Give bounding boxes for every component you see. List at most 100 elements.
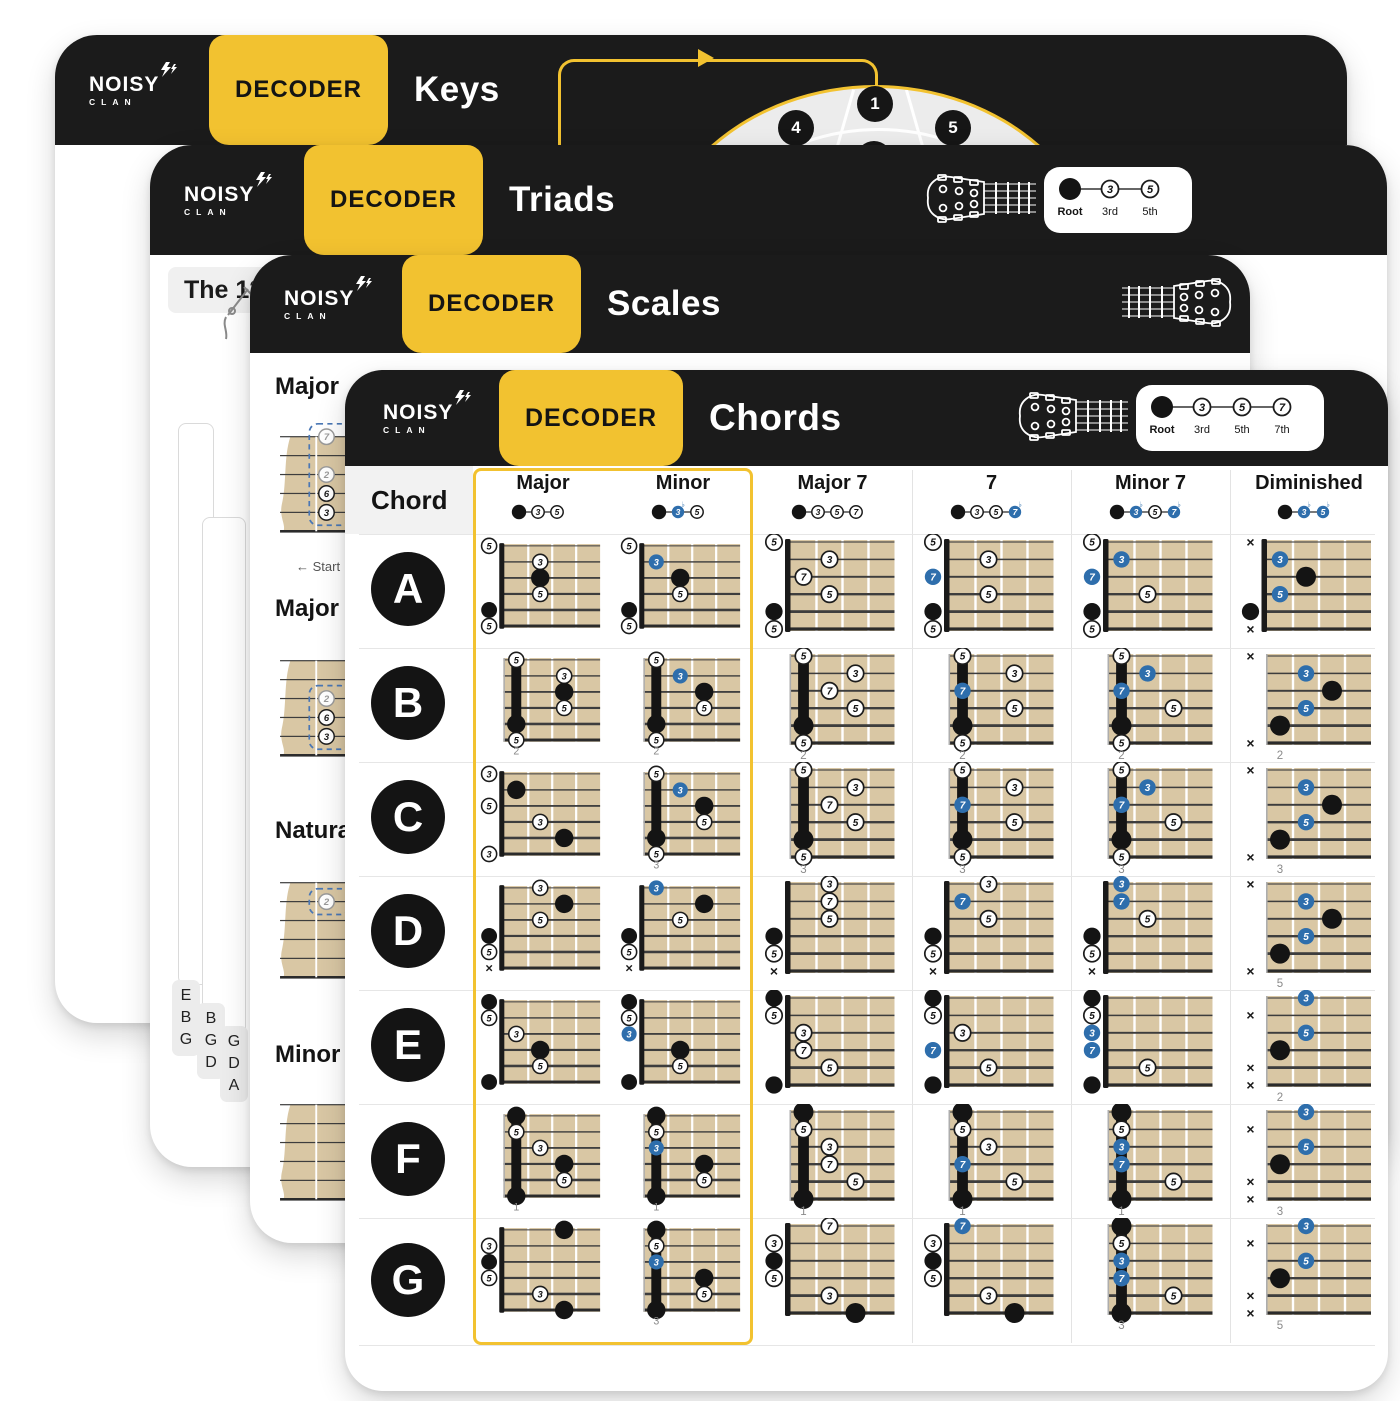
svg-text:2: 2 bbox=[1277, 750, 1283, 762]
chord-diagram-E-major: 5 3 5 bbox=[473, 990, 613, 1104]
svg-text:5: 5 bbox=[1171, 704, 1177, 715]
svg-text:1: 1 bbox=[1118, 1206, 1124, 1218]
svg-text:5: 5 bbox=[771, 949, 777, 960]
svg-text:5: 5 bbox=[1277, 978, 1283, 990]
chord-diagram-G-minor: 5 3 5 3 bbox=[613, 1218, 753, 1332]
svg-text:3: 3 bbox=[538, 557, 544, 567]
svg-text:5: 5 bbox=[801, 652, 807, 663]
svg-text:3: 3 bbox=[960, 1029, 966, 1040]
wheel-number: 1 bbox=[857, 86, 893, 122]
arrow-head-icon bbox=[698, 49, 714, 67]
column-divider bbox=[1230, 470, 1231, 1343]
svg-text:3: 3 bbox=[771, 1239, 777, 1250]
scale-fragment: 2 bbox=[268, 859, 354, 1001]
svg-text:♭: ♭ bbox=[1139, 500, 1143, 509]
svg-text:♭: ♭ bbox=[681, 500, 685, 509]
svg-text:5: 5 bbox=[487, 801, 493, 811]
svg-text:5: 5 bbox=[930, 1274, 936, 1285]
noisy-clan-logo: NOISY CLAN bbox=[184, 171, 276, 217]
svg-text:7: 7 bbox=[827, 801, 833, 812]
string-letter: G bbox=[204, 1032, 218, 1049]
svg-text:5: 5 bbox=[1119, 1239, 1125, 1250]
svg-text:5: 5 bbox=[654, 735, 660, 745]
svg-text:5: 5 bbox=[1145, 590, 1151, 601]
svg-text:7: 7 bbox=[801, 1046, 807, 1057]
svg-text:5: 5 bbox=[1119, 1125, 1125, 1136]
row-divider bbox=[359, 876, 1375, 877]
svg-text:2: 2 bbox=[959, 750, 965, 762]
svg-text:5: 5 bbox=[1277, 590, 1283, 601]
chords-header: NOISY CLAN DECODER Chords Roo bbox=[345, 370, 1388, 466]
row-label-B: B bbox=[371, 666, 445, 740]
svg-text:5: 5 bbox=[1303, 818, 1309, 829]
chord-diagram-A-minor-7: 5 3 7 5 5 bbox=[1071, 534, 1230, 648]
svg-text:3rd: 3rd bbox=[1194, 424, 1210, 436]
svg-text:5: 5 bbox=[993, 507, 998, 517]
lightning-bolt-icon bbox=[161, 61, 177, 77]
chord-diagram-F-minor-7: 5 3 7 5 1 bbox=[1071, 1104, 1230, 1218]
svg-text:5: 5 bbox=[654, 655, 660, 665]
svg-text:3: 3 bbox=[1199, 402, 1205, 414]
svg-text:5: 5 bbox=[801, 766, 807, 777]
svg-text:7: 7 bbox=[960, 897, 966, 908]
svg-text:5: 5 bbox=[1145, 1063, 1151, 1074]
svg-text:×: × bbox=[1246, 1059, 1254, 1075]
svg-text:7: 7 bbox=[1089, 1046, 1095, 1057]
svg-text:3: 3 bbox=[678, 785, 684, 795]
svg-text:3: 3 bbox=[800, 864, 806, 876]
svg-text:5: 5 bbox=[1119, 739, 1125, 750]
noisy-clan-logo: NOISY CLAN bbox=[383, 389, 475, 435]
svg-text:5: 5 bbox=[1089, 1011, 1095, 1022]
svg-text:5: 5 bbox=[853, 704, 859, 715]
svg-text:5: 5 bbox=[514, 655, 520, 665]
svg-text:5: 5 bbox=[654, 849, 660, 859]
noisy-clan-logo: NOISY CLAN bbox=[284, 275, 376, 321]
svg-text:3: 3 bbox=[324, 732, 330, 743]
svg-text:5: 5 bbox=[930, 538, 936, 549]
svg-text:5: 5 bbox=[678, 589, 684, 599]
svg-text:5: 5 bbox=[487, 947, 493, 957]
svg-text:7: 7 bbox=[1279, 402, 1286, 414]
scales-title: Scales bbox=[607, 284, 721, 323]
svg-text:5: 5 bbox=[702, 1289, 708, 1299]
svg-text:3: 3 bbox=[487, 769, 493, 779]
svg-text:5: 5 bbox=[1277, 1320, 1283, 1332]
svg-text:5: 5 bbox=[702, 703, 708, 713]
svg-text:3: 3 bbox=[1303, 1108, 1309, 1119]
svg-text:×: × bbox=[1246, 876, 1254, 892]
svg-text:×: × bbox=[1246, 1191, 1254, 1207]
chord-diagram-G-7: 7 3 5 3 bbox=[912, 1218, 1071, 1332]
column-header-minor-7: Minor 7 3 ♭ 5 7 ♭ bbox=[1071, 466, 1230, 534]
svg-text:3: 3 bbox=[1303, 669, 1309, 680]
svg-text:3: 3 bbox=[815, 507, 820, 517]
svg-text:7: 7 bbox=[960, 801, 966, 812]
svg-text:5: 5 bbox=[487, 621, 493, 631]
svg-text:5: 5 bbox=[1303, 932, 1309, 943]
chords-note-legend: Root 3 3rd 5 5th 7 7th bbox=[1136, 385, 1324, 451]
chords-title: Chords bbox=[709, 397, 842, 438]
svg-text:3: 3 bbox=[675, 507, 680, 517]
string-letter: G bbox=[179, 1031, 193, 1048]
svg-text:3: 3 bbox=[853, 783, 859, 794]
guitar-headstock-icon bbox=[1010, 385, 1128, 452]
svg-text:3: 3 bbox=[1277, 1206, 1283, 1218]
column-title: Diminished bbox=[1255, 472, 1363, 494]
svg-text:7: 7 bbox=[801, 573, 807, 584]
chord-diagram-A-minor: 5 3 5 5 bbox=[613, 534, 753, 648]
svg-text:5: 5 bbox=[554, 507, 559, 517]
column-title: Minor bbox=[655, 472, 711, 494]
svg-text:3: 3 bbox=[535, 507, 540, 517]
svg-text:×: × bbox=[1246, 735, 1254, 751]
svg-text:5: 5 bbox=[771, 538, 777, 549]
chord-diagram-C-major: 3 5 3 3 bbox=[473, 762, 613, 876]
svg-text:5: 5 bbox=[562, 1175, 568, 1185]
chord-diagram-F-major: 5 3 5 1 bbox=[473, 1104, 613, 1218]
chords-table: Chord Major 3 5 Minor 3 ♭ 5 Major 7 3 5 7 7 3 5 7 ♭ Minor… bbox=[345, 370, 1388, 1391]
svg-text:5: 5 bbox=[930, 949, 936, 960]
row-divider bbox=[359, 990, 1375, 991]
scale-fragment: 2 6 3 bbox=[268, 637, 354, 779]
svg-text:×: × bbox=[1246, 1121, 1254, 1137]
row-divider bbox=[359, 1104, 1375, 1105]
row-label-F: F bbox=[371, 1122, 445, 1196]
